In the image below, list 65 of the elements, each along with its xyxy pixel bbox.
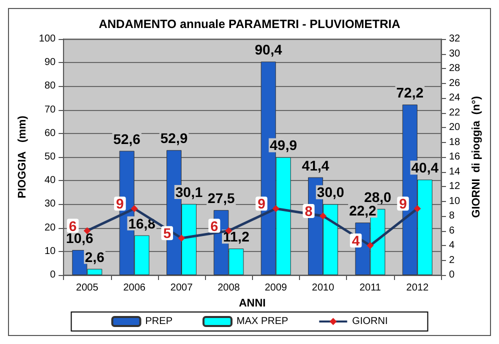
data-label: 9 xyxy=(116,196,124,212)
y2-axis-title: GIORNI di pioggia (n°) xyxy=(470,96,482,218)
y-tick-label: 70 xyxy=(44,104,56,116)
x-tick-label: 2007 xyxy=(170,282,194,294)
y-tick-label: 90 xyxy=(44,57,56,68)
y-tick-label: 10 xyxy=(44,246,56,257)
legend-label: PREP xyxy=(145,316,173,327)
x-tick-label: 2009 xyxy=(264,282,288,294)
y-tick-label: 100 xyxy=(38,34,56,44)
y-tick-label: 0 xyxy=(50,270,56,280)
data-label: 6 xyxy=(68,218,77,234)
data-label: 27,5 xyxy=(208,190,236,206)
data-label: 52,9 xyxy=(160,130,188,146)
data-label: 9 xyxy=(258,196,266,212)
y2-tick-label: 20 xyxy=(448,122,461,133)
data-label: 4 xyxy=(352,232,360,248)
y-tick-label: 80 xyxy=(44,80,56,92)
y2-tick-label: 6 xyxy=(448,225,455,236)
legend-label: MAX PREP xyxy=(236,316,289,327)
x-tick-label: 2010 xyxy=(312,282,335,294)
y2-tick-label: 10 xyxy=(448,196,461,207)
x-tick-label: 2011 xyxy=(359,282,382,294)
y2-tick-label: 32 xyxy=(448,34,461,44)
x-tick-label: 2012 xyxy=(406,282,429,294)
data-label: 9 xyxy=(399,196,408,212)
y-tick-label: 40 xyxy=(44,175,56,186)
y-tick-label: 30 xyxy=(44,198,56,210)
y2-tick-label: 8 xyxy=(448,210,455,222)
data-label: 40,4 xyxy=(411,160,439,176)
data-label: 11,2 xyxy=(222,228,250,245)
chart-title: ANDAMENTO annuale PARAMETRI - PLUVIOMETRIA xyxy=(98,17,401,31)
legend-label: GIORNI xyxy=(352,316,388,327)
data-label: 41,4 xyxy=(302,157,330,174)
x-axis-title: ANNI xyxy=(238,297,266,310)
y-tick-label: 50 xyxy=(44,152,56,162)
data-label: 8 xyxy=(304,203,313,219)
y2-tick-label: 2 xyxy=(448,254,455,266)
y2-tick-label: 14 xyxy=(448,166,461,178)
y2-tick-label: 22 xyxy=(448,107,461,118)
data-label: 6 xyxy=(210,218,218,234)
data-label: 90,4 xyxy=(254,42,282,58)
data-label: 22,2 xyxy=(349,202,377,219)
data-label: 2,6 xyxy=(84,248,105,265)
y2-tick-label: 16 xyxy=(448,152,461,162)
data-label: 30,1 xyxy=(175,184,203,200)
y2-tick-label: 30 xyxy=(448,48,461,60)
data-label: 5 xyxy=(163,225,172,242)
y2-tick-label: 28 xyxy=(448,63,461,74)
y2-tick-label: 12 xyxy=(448,181,461,192)
x-tick-label: 2005 xyxy=(76,282,99,294)
y-tick-label: 60 xyxy=(44,128,56,139)
y2-tick-label: 26 xyxy=(448,78,461,89)
y2-tick-label: 0 xyxy=(448,270,455,280)
x-tick-label: 2008 xyxy=(218,282,240,294)
y2-tick-label: 18 xyxy=(448,136,461,148)
y-tick-label: 20 xyxy=(44,222,56,234)
data-label: 49,9 xyxy=(270,137,298,154)
data-label: 72,2 xyxy=(396,84,424,101)
data-label: 28,0 xyxy=(364,188,392,205)
y-axis-title: PIOGGIA (mm) xyxy=(16,115,28,198)
data-label: 52,6 xyxy=(113,130,141,147)
x-tick-label: 2006 xyxy=(123,282,146,294)
y2-tick-label: 24 xyxy=(448,92,461,104)
y2-tick-label: 4 xyxy=(448,240,455,251)
data-label: 30,0 xyxy=(316,184,344,200)
